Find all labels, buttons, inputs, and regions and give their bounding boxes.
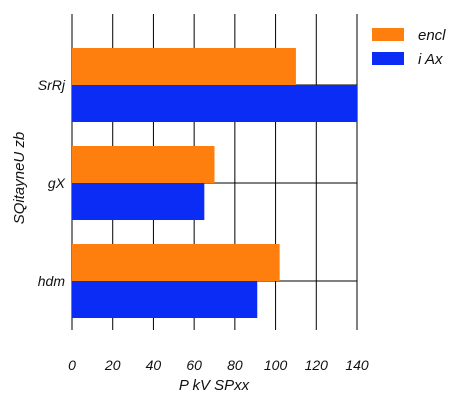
bar-encl-hdm bbox=[72, 244, 280, 281]
bar-encl-SrRj bbox=[72, 48, 296, 85]
bar-encl-gX bbox=[72, 146, 215, 183]
ticks-layer: 0 20 40 60 80 100 120 140 SrRj gX hdm bbox=[38, 77, 369, 373]
legend-label-1: i Ax bbox=[418, 51, 443, 68]
legend-swatch-0 bbox=[372, 28, 404, 41]
y-tick-label-1: gX bbox=[48, 175, 66, 191]
legend: encl i Ax bbox=[372, 27, 446, 68]
x-tick-label-0: 0 bbox=[68, 357, 76, 373]
bar-i-Ax-hdm bbox=[72, 281, 258, 318]
legend-label-0: encl bbox=[418, 27, 446, 44]
x-axis-title: P kV SPxx bbox=[179, 377, 250, 394]
x-tick-label-3: 60 bbox=[186, 357, 202, 373]
x-tick-label-4: 80 bbox=[227, 357, 243, 373]
bar-i-Ax-SrRj bbox=[72, 85, 357, 122]
x-tick-label-6: 120 bbox=[305, 357, 329, 373]
bar-i-Ax-gX bbox=[72, 183, 205, 220]
y-tick-label-0: SrRj bbox=[38, 77, 66, 93]
x-tick-label-1: 20 bbox=[104, 357, 121, 373]
x-tick-label-2: 40 bbox=[146, 357, 162, 373]
y-tick-label-2: hdm bbox=[38, 273, 66, 289]
bars-layer bbox=[72, 48, 357, 318]
legend-swatch-1 bbox=[372, 52, 404, 65]
y-axis-title: SQitayneU zb bbox=[11, 132, 28, 225]
x-tick-label-7: 140 bbox=[345, 357, 369, 373]
x-tick-label-5: 100 bbox=[264, 357, 288, 373]
